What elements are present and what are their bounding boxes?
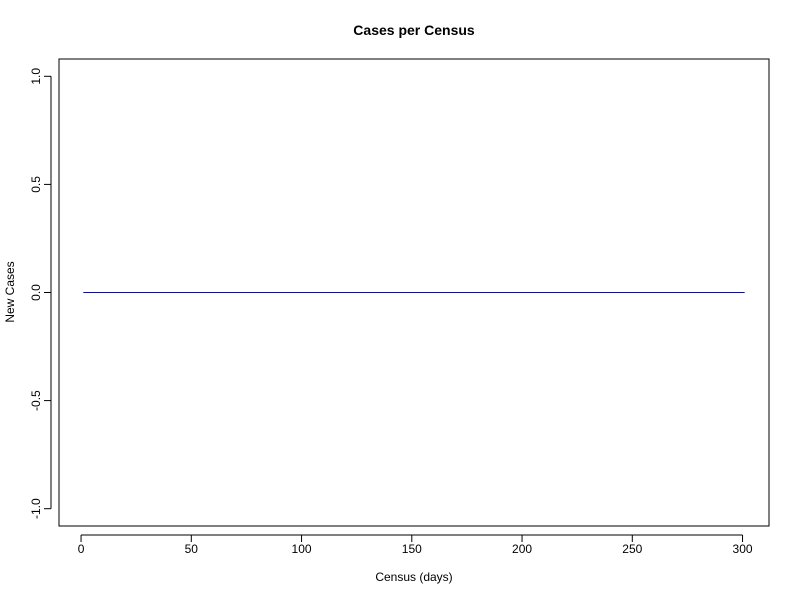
x-tick-label: 100 — [292, 542, 312, 556]
x-tick-label: 250 — [622, 542, 642, 556]
x-tick-label: 300 — [733, 542, 753, 556]
x-tick-label: 50 — [185, 542, 199, 556]
y-tick-label: -1.0 — [29, 498, 43, 519]
plot-area-frame — [58, 58, 770, 527]
x-tick-label: 0 — [78, 542, 85, 556]
x-tick-label: 150 — [402, 542, 422, 556]
y-tick-label: 0.0 — [29, 284, 43, 301]
y-tick-label: -0.5 — [29, 390, 43, 411]
y-axis: -1.0 -0.5 0.0 0.5 1.0 — [29, 68, 52, 519]
y-tick-label: 1.0 — [29, 68, 43, 85]
y-axis-label: New Cases — [3, 261, 17, 322]
x-axis: 0 50 100 150 200 250 300 — [78, 534, 753, 556]
chart-title: Cases per Census — [353, 22, 475, 38]
x-tick-label: 200 — [512, 542, 532, 556]
x-axis-label: Census (days) — [375, 570, 452, 584]
y-tick-label: 0.5 — [29, 176, 43, 193]
